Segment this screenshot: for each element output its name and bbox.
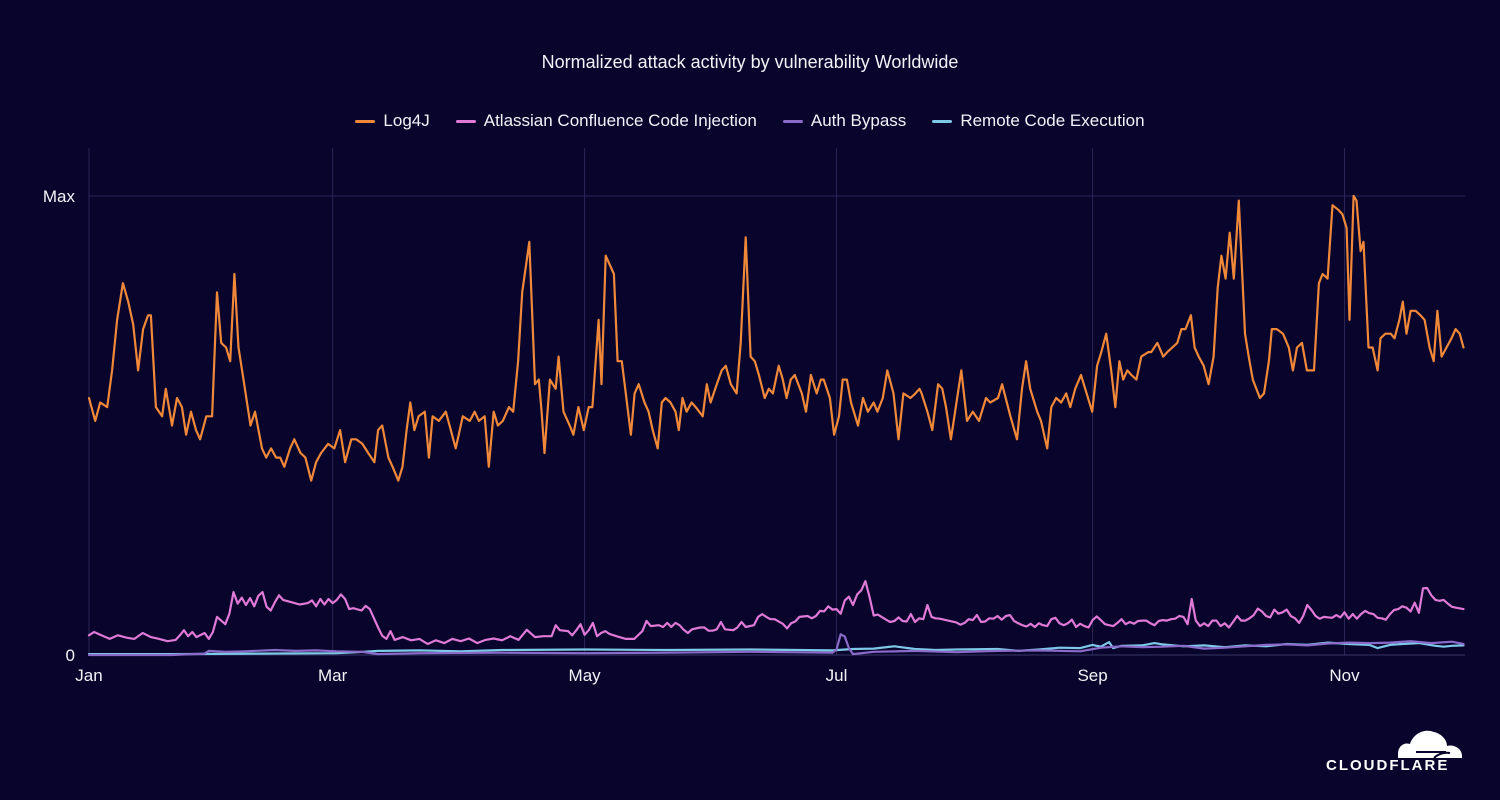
legend-swatch [782, 119, 803, 123]
y-tick-label: 0 [66, 646, 75, 665]
legend-item-remote-code-execution[interactable]: Remote Code Execution [932, 111, 1145, 131]
legend-swatch [355, 119, 376, 123]
legend-label: Atlassian Confluence Code Injection [483, 111, 757, 130]
legend-label: Auth Bypass [810, 111, 907, 130]
x-tick-label: Jan [75, 666, 102, 685]
legend-label: Remote Code Execution [960, 111, 1145, 130]
gridlines [88, 148, 1465, 656]
legend-label: Log4J [383, 111, 430, 130]
x-tick-label: May [569, 666, 602, 685]
y-tick-label: Max [43, 187, 76, 206]
legend-item-atlassian-confluence[interactable]: Atlassian Confluence Code Injection [455, 111, 757, 131]
cloudflare-logo-icon [1398, 730, 1462, 759]
series-lines [87, 194, 1465, 657]
series-line-atlassian-confluence-code-injection [87, 580, 1465, 646]
legend-item-log4j[interactable]: Log4J [355, 111, 430, 131]
chart-title: Normalized attack activity by vulnerabil… [541, 52, 959, 72]
x-tick-label: Jul [826, 666, 848, 685]
series-line-auth-bypass [87, 633, 1465, 657]
legend-swatch [932, 119, 953, 123]
legend-swatch [455, 119, 476, 123]
legend: Log4J Atlassian Confluence Code Injectio… [0, 111, 1500, 131]
x-tick-label: Mar [318, 666, 348, 685]
x-tick-label: Nov [1329, 666, 1360, 685]
axes: Jan Mar May Jul Sep Nov 0 Max [43, 187, 1360, 685]
cloudflare-wordmark: CLOUDFLARE [1326, 757, 1450, 774]
legend-item-auth-bypass[interactable]: Auth Bypass [782, 111, 907, 131]
series-line-log4j [87, 194, 1465, 482]
x-tick-label: Sep [1077, 666, 1107, 685]
